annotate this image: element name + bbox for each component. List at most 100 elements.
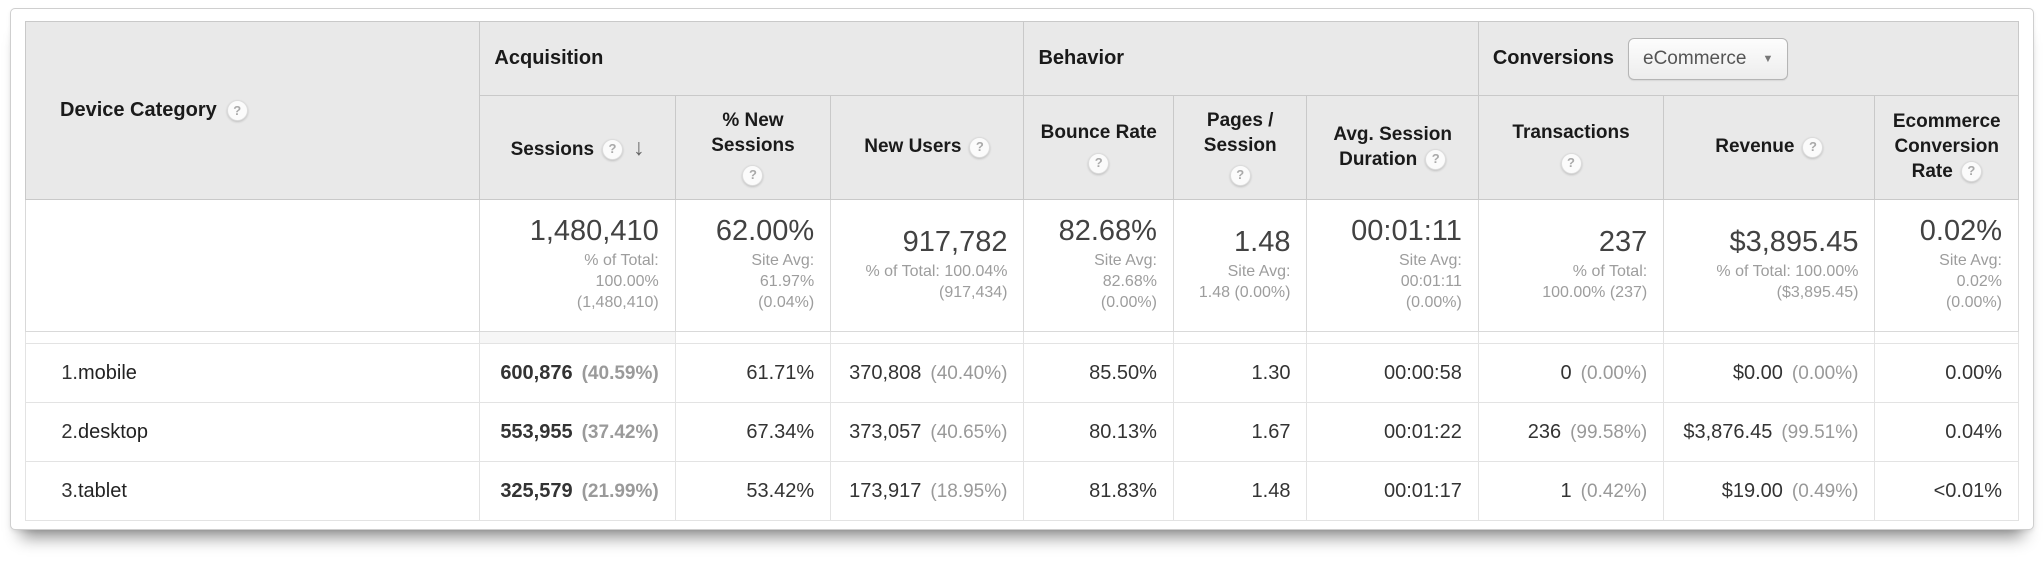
column-header-revenue[interactable]: Revenue? — [1663, 95, 1876, 200]
row-rank: 3. — [61, 479, 78, 502]
table-spacer-row — [24, 331, 2019, 344]
ecommerce-rate-value: 0.00% — [1945, 361, 2002, 384]
group-header-row: Device Category ? Acquisition Behavior C… — [24, 21, 2020, 200]
new-users-value: 373,057 — [849, 420, 922, 443]
sessions-value: 325,579 — [500, 479, 573, 502]
summary-ecommerce-rate: 0.02% Site Avg: 0.02% (0.00%) — [1874, 199, 2019, 332]
help-icon[interactable]: ? — [1088, 152, 1110, 174]
new-users-pct: (40.65%) — [930, 421, 1008, 443]
sessions-pct: (40.59%) — [581, 362, 659, 384]
column-header-bounce-rate[interactable]: Bounce Rate ? — [1023, 95, 1174, 200]
device-name: mobile — [78, 361, 137, 384]
pages-session-value: 1.48 — [1251, 479, 1291, 502]
dropdown-arrow-icon: ▼ — [1762, 52, 1774, 65]
cell-pages-session: 1.30 — [1172, 343, 1308, 403]
ecommerce-rate-header-label: Ecommerce Conversion Rate — [1892, 111, 2001, 182]
conversions-type-value: eCommerce — [1643, 47, 1747, 69]
acquisition-group-label: Acquisition — [494, 47, 604, 69]
cell-sessions: 553,955 (37.42%) — [479, 402, 676, 462]
revenue-pct: (99.51%) — [1781, 421, 1859, 443]
revenue-value: $19.00 — [1721, 479, 1783, 502]
metric-header-row: Sessions? ↓ % New Sessions ? New Users? B… — [26, 95, 2019, 200]
column-header-avg-duration[interactable]: Avg. Session Duration? — [1306, 95, 1479, 200]
summary-bounce-rate-note: Site Avg: 82.68% (0.00%) — [1094, 252, 1157, 312]
column-header-sessions[interactable]: Sessions? ↓ — [479, 95, 676, 200]
column-header-ecommerce-rate[interactable]: Ecommerce Conversion Rate? — [1874, 95, 2019, 200]
avg-duration-header-label: Avg. Session Duration — [1333, 123, 1452, 170]
new-sessions-value: 61.71% — [746, 361, 815, 384]
cell-transactions: 236 (99.58%) — [1477, 402, 1665, 462]
summary-transactions-note: % of Total: 100.00% (237) — [1542, 262, 1648, 301]
new-users-value: 370,808 — [849, 361, 922, 384]
cell-device-name: 2. desktop — [24, 402, 481, 462]
help-icon[interactable]: ? — [742, 165, 764, 187]
column-header-pages-session[interactable]: Pages / Session ? — [1172, 95, 1308, 200]
transactions-pct: (0.42%) — [1580, 480, 1648, 502]
sessions-pct: (21.99%) — [581, 480, 659, 502]
bounce-rate-value: 85.50% — [1089, 361, 1157, 384]
revenue-value: $0.00 — [1732, 361, 1783, 384]
help-icon[interactable]: ? — [226, 100, 248, 121]
cell-transactions: 0 (0.00%) — [1477, 343, 1665, 403]
summary-avg-duration-value: 00:01:11 — [1351, 215, 1462, 248]
help-icon[interactable]: ? — [1229, 165, 1251, 187]
bounce-rate-value: 80.13% — [1089, 420, 1157, 443]
summary-row: 1,480,410 % of Total: 100.00% (1,480,410… — [24, 199, 2019, 332]
cell-new-users: 373,057 (40.65%) — [830, 402, 1025, 462]
new-sessions-value: 53.42% — [746, 479, 815, 502]
cell-pages-session: 1.67 — [1172, 402, 1308, 462]
new-sessions-value: 67.34% — [746, 420, 815, 443]
summary-avg-duration-note: Site Avg: 00:01:11 (0.00%) — [1399, 252, 1462, 312]
summary-bounce-rate: 82.68% Site Avg: 82.68% (0.00%) — [1023, 199, 1174, 332]
table-row: 2. desktop 553,955 (37.42%) 67.34% 373,05… — [24, 402, 2019, 462]
cell-avg-duration: 00:00:58 — [1306, 343, 1479, 403]
summary-new-users-note: % of Total: 100.04% (917,434) — [865, 262, 1008, 301]
avg-duration-value: 00:01:22 — [1384, 420, 1462, 443]
transactions-header-label: Transactions — [1512, 122, 1630, 144]
cell-new-users: 370,808 (40.40%) — [830, 343, 1025, 403]
transactions-value: 0 — [1560, 361, 1572, 384]
summary-revenue: $3,895.45 % of Total: 100.00% ($3,895.45… — [1663, 199, 1876, 332]
new-users-value: 173,917 — [849, 479, 922, 502]
conversions-group-label: Conversions — [1492, 47, 1615, 69]
avg-duration-value: 00:01:17 — [1384, 479, 1462, 502]
behavior-group-label: Behavior — [1038, 47, 1125, 69]
bounce-rate-header-label: Bounce Rate — [1040, 122, 1157, 144]
sessions-pct: (37.42%) — [581, 421, 659, 443]
cell-new-users: 173,917 (18.95%) — [830, 461, 1025, 521]
help-icon[interactable]: ? — [1425, 148, 1447, 170]
row-rank: 1. — [61, 361, 78, 384]
conversions-type-dropdown[interactable]: eCommerce ▼ — [1628, 37, 1789, 80]
help-icon[interactable]: ? — [602, 139, 624, 161]
group-header-acquisition: Acquisition — [479, 21, 1025, 96]
summary-bounce-rate-value: 82.68% — [1058, 215, 1157, 248]
help-icon[interactable]: ? — [1560, 152, 1582, 174]
cell-revenue: $0.00 (0.00%) — [1663, 343, 1876, 403]
cell-bounce-rate: 80.13% — [1023, 402, 1174, 462]
transactions-pct: (0.00%) — [1580, 362, 1648, 384]
summary-sessions-note: % of Total: 100.00% (1,480,410) — [576, 252, 659, 312]
group-header-behavior: Behavior — [1023, 21, 1479, 96]
cell-bounce-rate: 85.50% — [1023, 343, 1174, 403]
pages-session-value: 1.30 — [1251, 361, 1291, 384]
help-icon[interactable]: ? — [969, 136, 991, 158]
summary-revenue-value: $3,895.45 — [1729, 225, 1859, 258]
pages-session-value: 1.67 — [1251, 420, 1291, 443]
cell-bounce-rate: 81.83% — [1023, 461, 1174, 521]
summary-transactions-value: 237 — [1598, 225, 1648, 258]
summary-revenue-note: % of Total: 100.00% ($3,895.45) — [1716, 262, 1859, 301]
cell-pages-session: 1.48 — [1172, 461, 1308, 521]
cell-device-name: 1. mobile — [24, 343, 481, 403]
column-header-transactions[interactable]: Transactions ? — [1477, 95, 1665, 200]
column-header-new-sessions[interactable]: % New Sessions ? — [674, 95, 832, 200]
column-header-new-users[interactable]: New Users? — [830, 95, 1025, 200]
revenue-pct: (0.49%) — [1791, 480, 1859, 502]
pages-session-header-label: Pages / Session — [1203, 109, 1277, 156]
cell-new-sessions: 67.34% — [674, 402, 832, 462]
summary-new-sessions-note: Site Avg: 61.97% (0.04%) — [751, 252, 815, 312]
analytics-report-card: Device Category ? Acquisition Behavior C… — [10, 8, 2034, 530]
column-header-device-category[interactable]: Device Category ? — [24, 21, 481, 200]
help-icon[interactable]: ? — [1960, 161, 1982, 183]
sort-descending-icon[interactable]: ↓ — [633, 133, 645, 160]
help-icon[interactable]: ? — [1802, 136, 1824, 158]
